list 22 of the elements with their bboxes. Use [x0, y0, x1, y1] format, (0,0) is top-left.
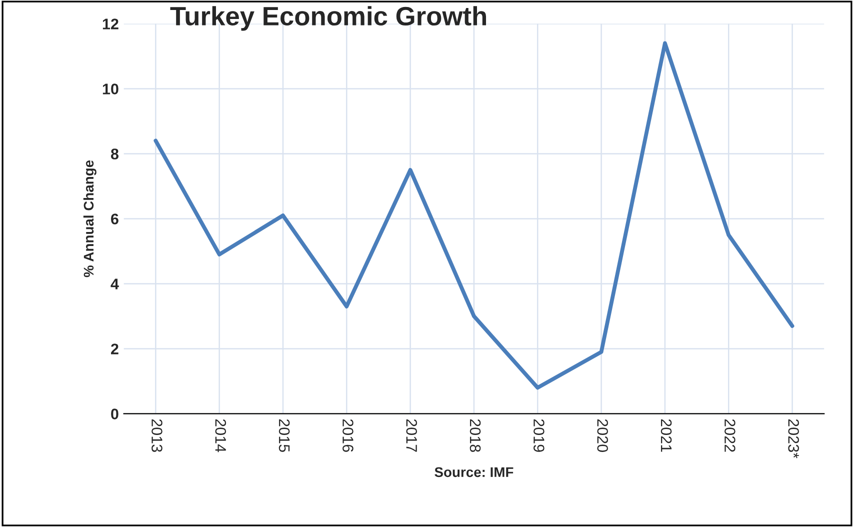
- x-tick-label: 2021: [660, 419, 672, 452]
- y-axis-title: % Annual Change: [83, 160, 96, 278]
- x-tick-label: 2016: [342, 419, 354, 452]
- y-tick-label: 4: [110, 278, 119, 290]
- x-tick-label: 2023*: [788, 419, 799, 458]
- x-tick-label: 2018: [470, 419, 481, 452]
- x-tick-label: 2013: [152, 419, 162, 452]
- x-tick-label: 2022: [724, 419, 736, 452]
- x-tick-label: 2020: [597, 419, 608, 452]
- source-note: Source: IMF: [434, 467, 514, 478]
- x-tick-label: 2019: [534, 419, 544, 452]
- x-tick-label: 2015: [278, 419, 290, 452]
- chart-title: Turkey Economic Growth: [170, 6, 486, 31]
- y-tick-label: 6: [111, 214, 118, 224]
- y-tick-label: 10: [102, 84, 118, 94]
- line-series: [154, 41, 794, 390]
- x-tick-label: 2017: [406, 419, 418, 452]
- y-tick-label: 0: [111, 408, 118, 420]
- y-tick-label: 2: [111, 344, 118, 354]
- y-tick-label: 8: [110, 148, 118, 160]
- y-tick-label: 12: [102, 18, 118, 30]
- x-tick-label: 2014: [215, 419, 226, 452]
